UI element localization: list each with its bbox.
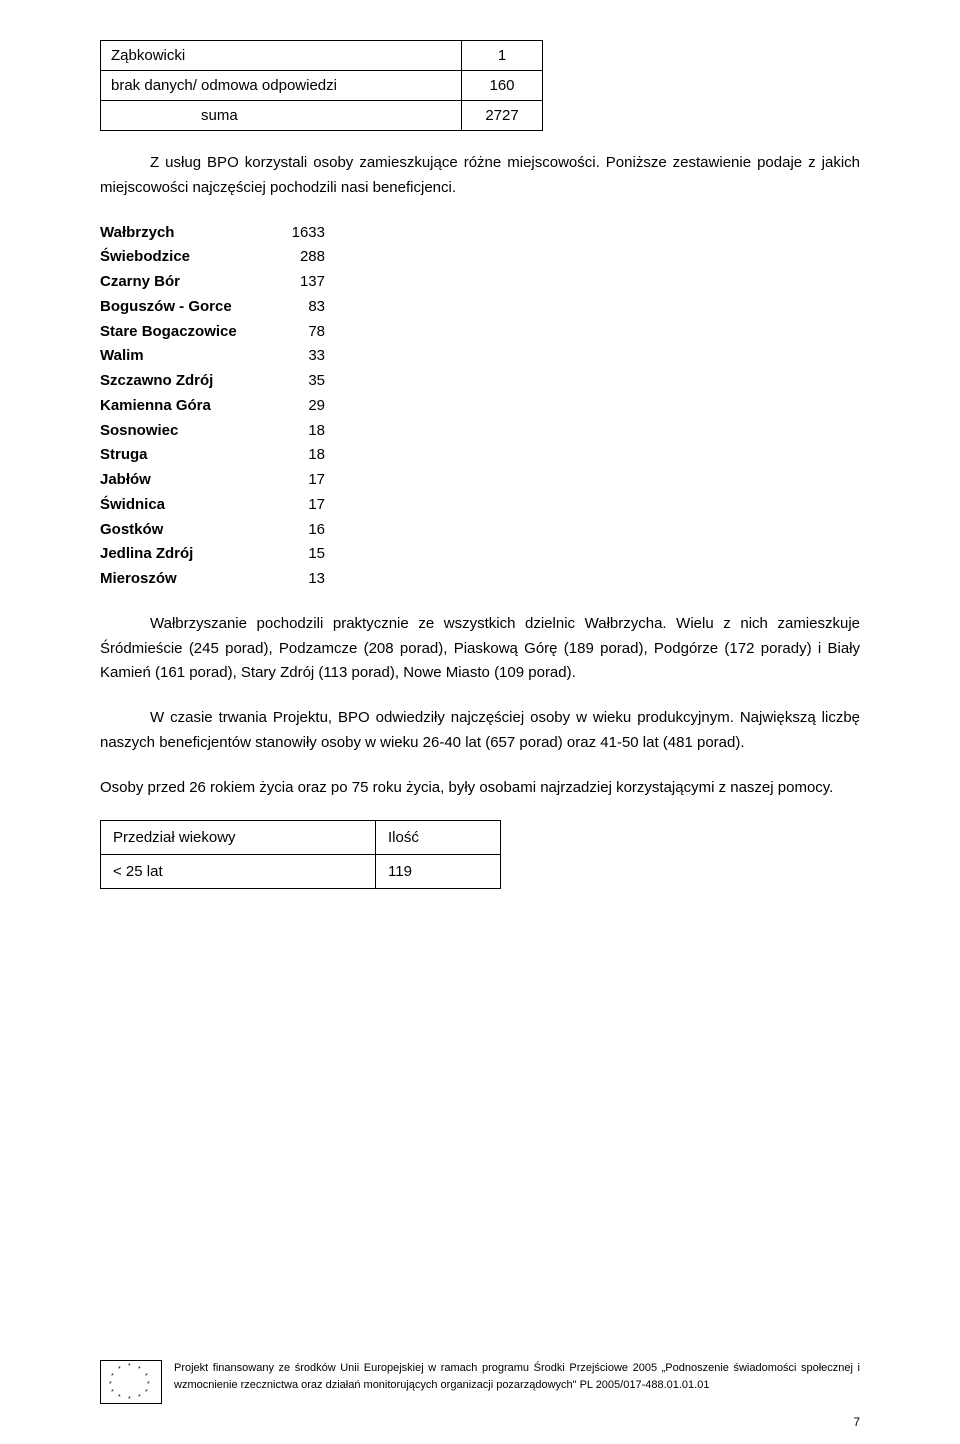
city-name: Mieroszów: [100, 567, 275, 592]
city-value: 18: [275, 443, 325, 468]
city-row: Walim33: [100, 344, 860, 369]
city-value: 78: [275, 320, 325, 345]
table-row-label: brak danych/ odmowa odpowiedzi: [101, 71, 462, 101]
table-row-label: Ząbkowicki: [101, 41, 462, 71]
age-table: Przedział wiekowy Ilość < 25 lat 119: [100, 820, 501, 889]
city-name: Czarny Bór: [100, 270, 275, 295]
city-row: Świdnica17: [100, 493, 860, 518]
city-row: Jabłów17: [100, 468, 860, 493]
city-value: 288: [275, 245, 325, 270]
city-name: Kamienna Góra: [100, 394, 275, 419]
city-row: Wałbrzych1633: [100, 221, 860, 246]
footer-text: Projekt finansowany ze środków Unii Euro…: [174, 1360, 860, 1393]
city-row: Czarny Bór137: [100, 270, 860, 295]
city-row: Sosnowiec18: [100, 419, 860, 444]
city-row: Kamienna Góra29: [100, 394, 860, 419]
eu-flag-icon: * * * * * * * * * * * *: [100, 1360, 162, 1404]
city-value: 33: [275, 344, 325, 369]
paragraph-age-note: Osoby przed 26 rokiem życia oraz po 75 r…: [100, 776, 860, 801]
city-row: Mieroszów13: [100, 567, 860, 592]
age-header-value: Ilość: [376, 821, 501, 855]
city-row: Jedlina Zdrój15: [100, 542, 860, 567]
city-value: 35: [275, 369, 325, 394]
city-value: 13: [275, 567, 325, 592]
age-row-label: < 25 lat: [101, 855, 376, 889]
city-name: Stare Bogaczowice: [100, 320, 275, 345]
city-row: Świebodzice288: [100, 245, 860, 270]
city-name: Sosnowiec: [100, 419, 275, 444]
city-list: Wałbrzych1633Świebodzice288Czarny Bór137…: [100, 221, 860, 592]
page-number: 7: [853, 1415, 860, 1429]
city-row: Gostków16: [100, 518, 860, 543]
city-value: 17: [275, 493, 325, 518]
city-name: Gostków: [100, 518, 275, 543]
city-value: 83: [275, 295, 325, 320]
city-name: Walim: [100, 344, 275, 369]
age-row-value: 119: [376, 855, 501, 889]
city-value: 137: [275, 270, 325, 295]
city-name: Świebodzice: [100, 245, 275, 270]
city-row: Struga18: [100, 443, 860, 468]
paragraph-districts: Wałbrzyszanie pochodzili praktycznie ze …: [100, 612, 860, 686]
age-header-label: Przedział wiekowy: [101, 821, 376, 855]
city-value: 16: [275, 518, 325, 543]
summary-table: Ząbkowicki1brak danych/ odmowa odpowiedz…: [100, 40, 543, 131]
intro-paragraph: Z usług BPO korzystali osoby zamieszkują…: [100, 151, 860, 201]
footer: * * * * * * * * * * * * Projekt finansow…: [100, 1360, 860, 1404]
city-name: Szczawno Zdrój: [100, 369, 275, 394]
table-row-label: suma: [101, 101, 462, 131]
city-value: 15: [275, 542, 325, 567]
city-name: Wałbrzych: [100, 221, 275, 246]
city-name: Jabłów: [100, 468, 275, 493]
paragraph-age-intro: W czasie trwania Projektu, BPO odwiedził…: [100, 706, 860, 756]
city-row: Stare Bogaczowice78: [100, 320, 860, 345]
city-value: 1633: [275, 221, 325, 246]
city-name: Jedlina Zdrój: [100, 542, 275, 567]
table-row-value: 1: [462, 41, 543, 71]
city-row: Boguszów - Gorce83: [100, 295, 860, 320]
city-name: Boguszów - Gorce: [100, 295, 275, 320]
city-value: 18: [275, 419, 325, 444]
table-row-value: 2727: [462, 101, 543, 131]
city-value: 29: [275, 394, 325, 419]
city-name: Świdnica: [100, 493, 275, 518]
city-row: Szczawno Zdrój35: [100, 369, 860, 394]
table-row-value: 160: [462, 71, 543, 101]
city-value: 17: [275, 468, 325, 493]
city-name: Struga: [100, 443, 275, 468]
